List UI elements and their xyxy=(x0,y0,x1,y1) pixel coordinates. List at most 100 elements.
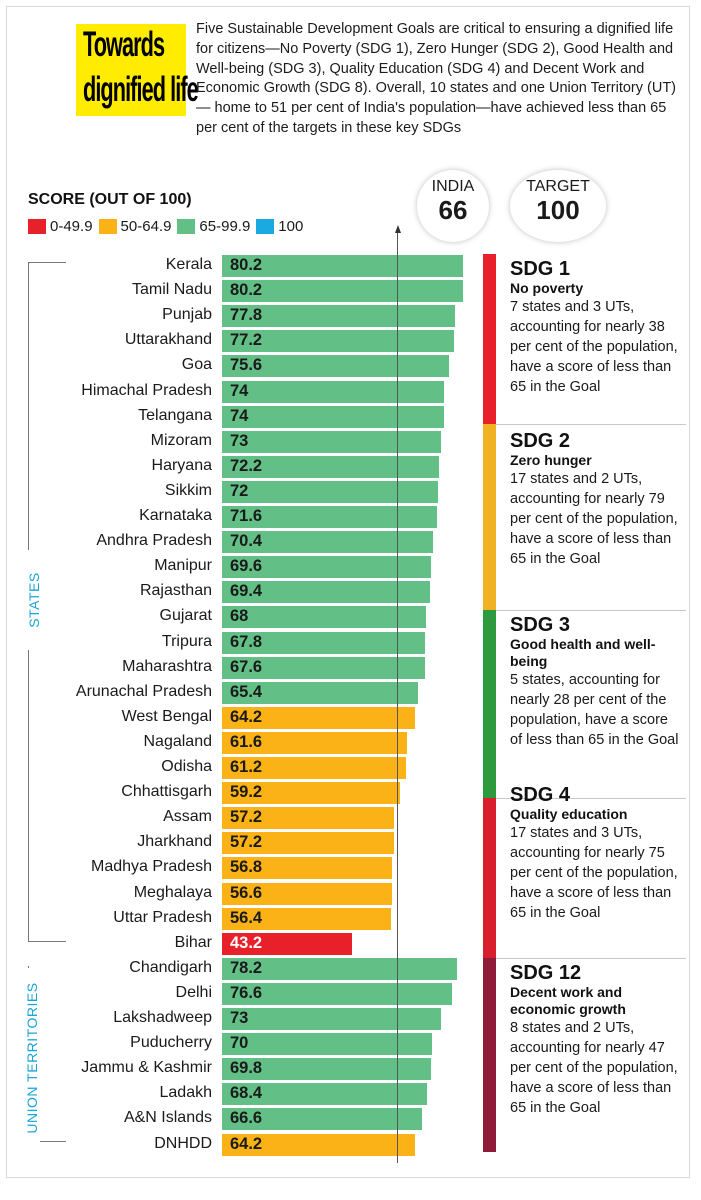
sdg-description: 5 states, accounting for nearly 28 per c… xyxy=(510,672,679,748)
ut-bracket-bottom xyxy=(28,1141,66,1142)
bar-value-label: 73 xyxy=(230,1009,249,1027)
category-label: Manipur xyxy=(154,557,212,575)
bar-value-label: 64.2 xyxy=(230,707,263,726)
sdg-subtitle: Good health and well-being xyxy=(510,636,656,669)
bar xyxy=(222,556,431,579)
category-label: Arunachal Pradesh xyxy=(75,682,212,700)
category-label: Tripura xyxy=(161,632,212,650)
legend-swatch xyxy=(98,219,117,234)
bar-value-label: 73 xyxy=(230,431,249,450)
category-label: Jharkhand xyxy=(137,833,212,851)
bar xyxy=(222,581,431,604)
bar xyxy=(222,631,426,654)
bar-value-label: 70.4 xyxy=(230,532,263,551)
bar xyxy=(222,782,400,805)
india-reference-arrow xyxy=(395,225,401,1165)
bar xyxy=(222,807,394,830)
sdg-color-bar xyxy=(483,424,496,610)
score-legend: 0-49.9 50-64.9 65-99.9 100 xyxy=(28,218,309,235)
score-legend-title: SCORE (OUT OF 100) xyxy=(28,191,192,208)
category-label: Tamil Nadu xyxy=(131,281,212,299)
bar xyxy=(222,1083,428,1106)
category-label: Andhra Pradesh xyxy=(96,532,212,550)
category-label: A&N Islands xyxy=(123,1109,212,1127)
bar xyxy=(222,455,439,478)
bar xyxy=(222,1108,422,1131)
sdg-block: SDG 4 Quality education 17 states and 3 UT… xyxy=(510,784,680,923)
bar xyxy=(222,380,444,403)
bar xyxy=(222,882,392,905)
bar xyxy=(222,681,419,704)
legend-item: 0-49.9 xyxy=(28,218,93,235)
bar-value-label: 56.6 xyxy=(230,883,263,902)
bar-value-label: 56.8 xyxy=(230,858,263,877)
category-label: Maharashtra xyxy=(122,657,212,675)
bar xyxy=(222,907,392,930)
legend-label: 65-99.9 xyxy=(199,218,251,235)
bar xyxy=(222,1033,432,1056)
sdg-subtitle: Decent work and economic growth xyxy=(510,984,626,1017)
bar-value-label: 76.6 xyxy=(230,983,263,1002)
legend-item: 100 xyxy=(256,218,303,235)
sdg-title: SDG 12 xyxy=(510,962,582,984)
bar-value-label: 77.8 xyxy=(230,306,263,325)
sdg-color-bar xyxy=(483,958,496,1152)
category-label: Ladakh xyxy=(159,1084,213,1102)
target-label: TARGET xyxy=(526,178,590,195)
bar-value-label: 64.2 xyxy=(230,1134,263,1153)
legend-label: 0-49.9 xyxy=(50,218,93,235)
bar-value-label: 61.2 xyxy=(230,758,263,776)
states-bracket-top xyxy=(28,262,66,263)
category-label: Himachal Pradesh xyxy=(81,381,212,399)
india-reference-line xyxy=(397,233,398,1163)
bar-value-label: 69.6 xyxy=(230,557,263,576)
sdg-description: 17 states and 2 UTs, accounting for near… xyxy=(510,471,678,567)
bar-value-label: 57.2 xyxy=(230,808,263,827)
sdg-separator xyxy=(496,610,686,611)
category-label: Uttarakhand xyxy=(124,331,212,349)
sdg-separator xyxy=(496,424,686,425)
category-label: Delhi xyxy=(175,983,212,1001)
category-label: Goa xyxy=(181,356,212,374)
sdg-title: SDG 3 xyxy=(510,614,571,636)
bar-value-label: 67.6 xyxy=(230,657,263,676)
bar-value-label: 67.8 xyxy=(230,632,263,651)
bar-value-label: 65.4 xyxy=(230,682,263,701)
bar-value-label: 78.2 xyxy=(230,958,263,977)
bar xyxy=(222,932,352,955)
bar-value-label: 43.2 xyxy=(230,933,263,952)
legend-swatch xyxy=(177,219,196,234)
bar xyxy=(222,480,438,503)
legend-label: 100 xyxy=(278,218,304,235)
bar xyxy=(222,731,407,754)
bar-value-label: 75.6 xyxy=(230,356,263,375)
category-label: Assam xyxy=(163,808,212,826)
bar-value-label: 80.2 xyxy=(230,281,263,300)
india-score-badge: INDIA 66 xyxy=(417,170,489,242)
bar-value-label: 80.2 xyxy=(230,256,263,274)
sdg-block: SDG 12 Decent work and economic growth 8 s… xyxy=(510,962,680,1118)
sdg-color-bar xyxy=(483,254,496,424)
bar xyxy=(222,656,425,679)
bar-value-label: 74 xyxy=(230,381,249,400)
bar-value-label: 72 xyxy=(230,481,249,500)
category-label: Kerala xyxy=(165,256,212,273)
category-label: Madhya Pradesh xyxy=(91,858,212,876)
bar xyxy=(222,757,406,779)
target-value: 100 xyxy=(536,195,580,225)
category-label: DNHDD xyxy=(154,1134,212,1152)
india-value: 66 xyxy=(438,195,468,225)
bar xyxy=(222,606,426,629)
bar xyxy=(222,405,444,428)
sdg-color-bar xyxy=(483,610,496,798)
category-label: Haryana xyxy=(151,456,212,474)
sdg-color-bar xyxy=(483,798,496,958)
sdg-separator xyxy=(496,798,686,799)
category-label: Punjab xyxy=(162,306,212,324)
bar xyxy=(222,355,449,378)
category-label: West Bengal xyxy=(121,707,212,725)
bar xyxy=(222,506,437,528)
sdg-subtitle: Quality education xyxy=(510,806,628,822)
bar xyxy=(222,857,393,880)
sdg-description: 8 states and 2 UTs, accounting for nearl… xyxy=(510,1020,678,1116)
